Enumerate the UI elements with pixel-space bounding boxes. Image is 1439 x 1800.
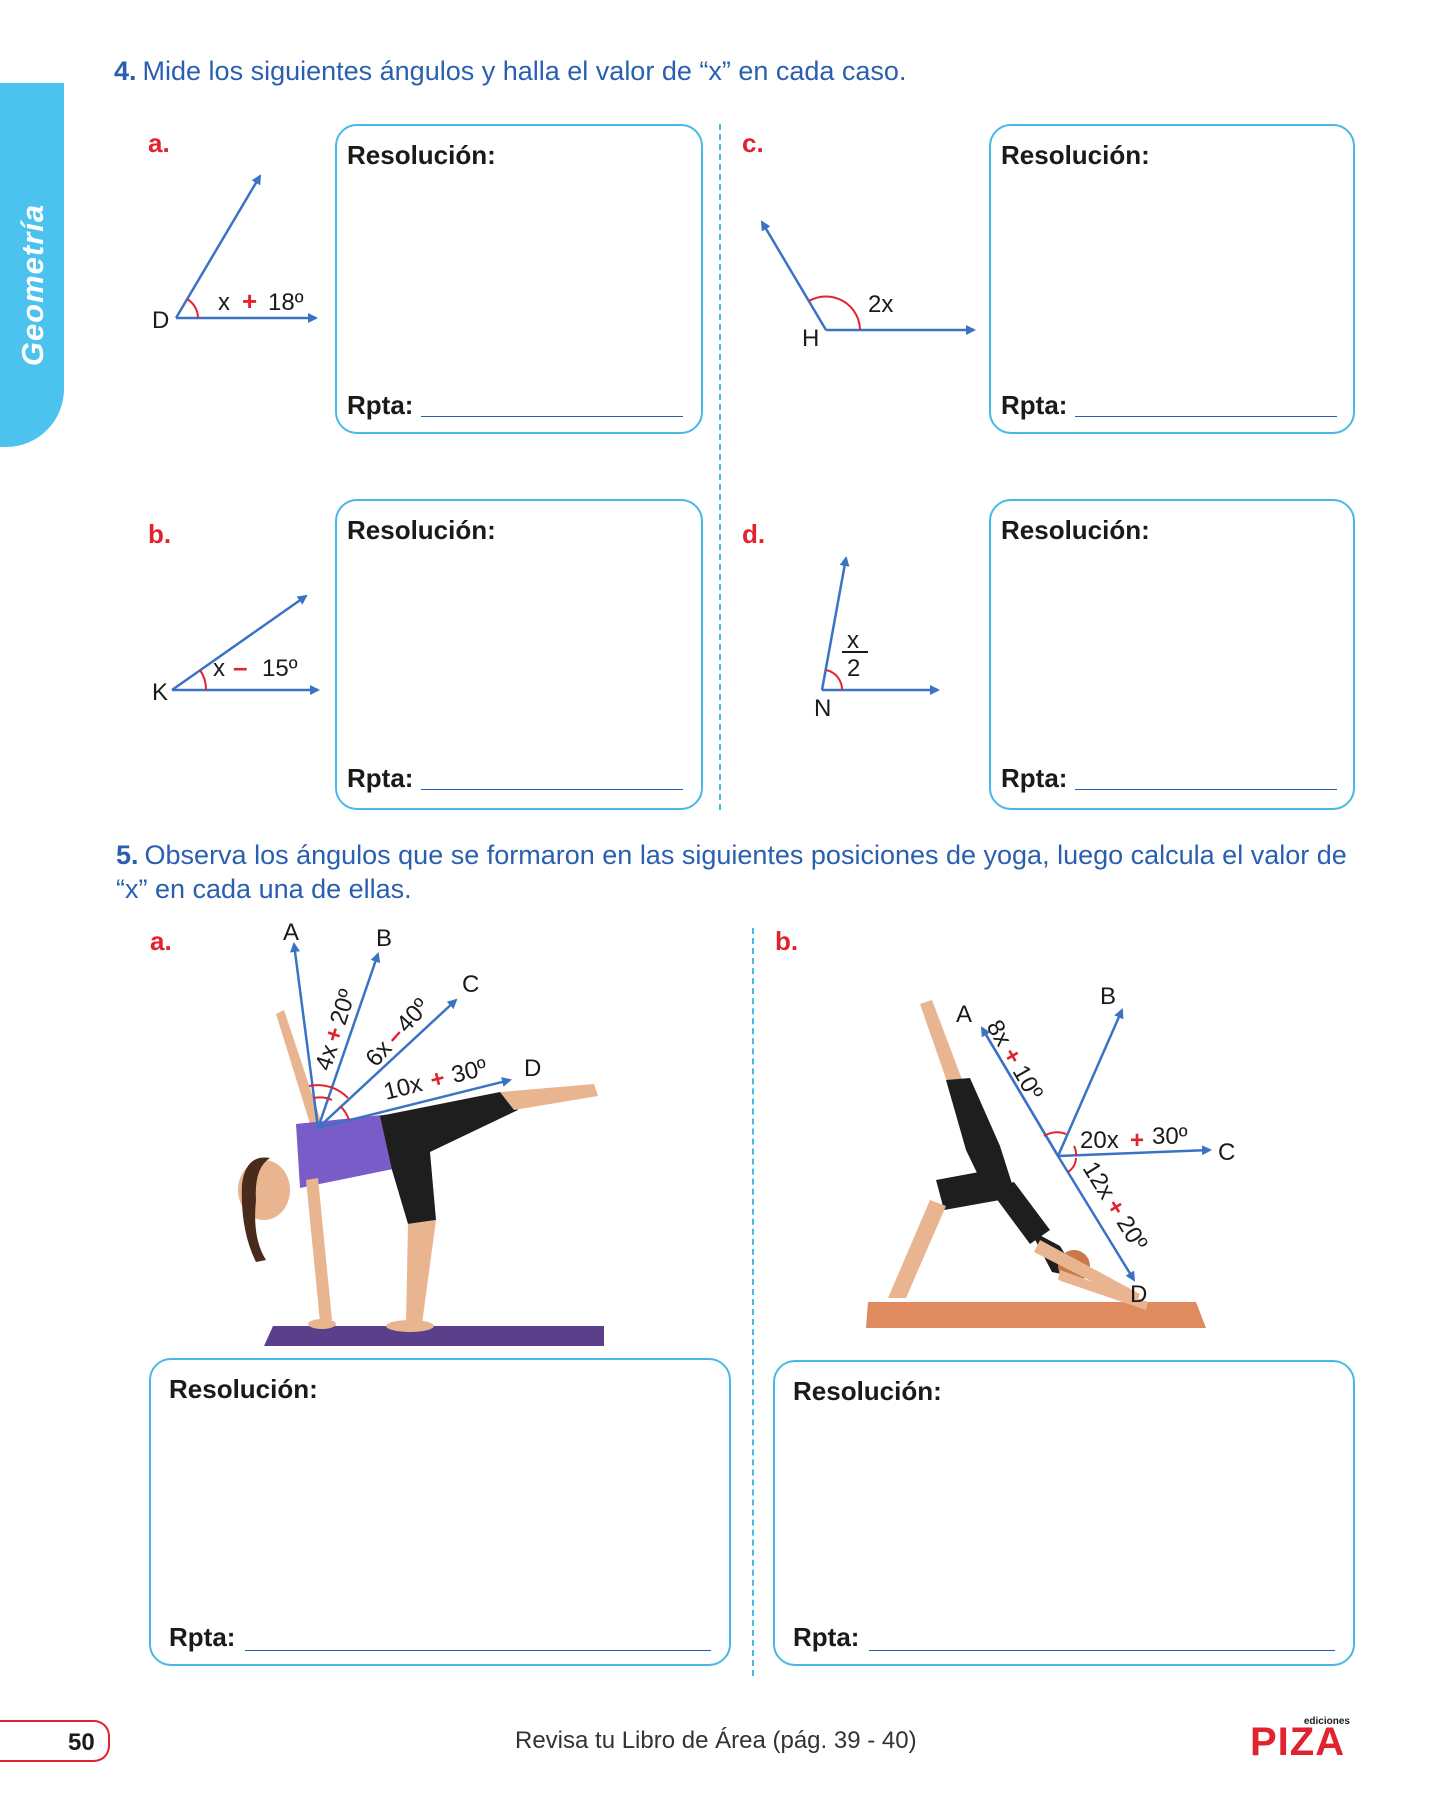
yoga-b-label-A: A	[956, 1001, 972, 1028]
answer-line[interactable]	[869, 1650, 1335, 1651]
angle-h-expr: 2x	[868, 291, 893, 318]
yoga-b-angle2-right: 30º	[1152, 1123, 1188, 1150]
yoga-b-label-B: B	[1100, 983, 1116, 1010]
angle-n-denominator: 2	[847, 655, 860, 682]
item-a-letter: a.	[148, 128, 170, 158]
yoga-a-label-B: B	[376, 925, 392, 952]
publisher-logo: ediciones PIZA	[1250, 1716, 1350, 1766]
angle-d-op: +	[242, 286, 257, 316]
answer-box-a[interactable]: Resolución: Rpta:	[335, 124, 703, 434]
yoga-a-label-C: C	[462, 971, 479, 998]
vertex-d-label: D	[152, 307, 169, 334]
item-b-letter: b.	[148, 519, 172, 549]
answer-label: Rpta:	[169, 1622, 236, 1652]
yoga-a-letter: a.	[150, 926, 172, 956]
answer-line[interactable]	[245, 1650, 711, 1651]
angle-n-numerator: x	[847, 627, 859, 654]
angle-d-diagram: D x + 18º	[152, 174, 318, 334]
answer-label: Rpta:	[1001, 763, 1068, 793]
resolution-label: Resolución:	[1001, 515, 1150, 545]
answer-box-d[interactable]: Resolución: Rpta:	[989, 499, 1355, 810]
question-4-heading: 4. Mide los siguientes ángulos y halla el…	[114, 54, 906, 88]
answer-line[interactable]	[1075, 416, 1337, 417]
resolution-label: Resolución:	[169, 1374, 318, 1404]
answer-box-b[interactable]: Resolución: Rpta:	[335, 499, 703, 810]
answer-label: Rpta:	[347, 390, 414, 420]
item-c-letter: c.	[742, 128, 764, 158]
yoga-a-label-D: D	[524, 1055, 541, 1082]
side-tab	[0, 83, 64, 447]
yoga-a-label-A: A	[283, 919, 299, 946]
yoga-mat-orange	[866, 1302, 1206, 1328]
angle-d-value: 18º	[268, 289, 304, 316]
yoga-a-angle3-left: 10x	[381, 1070, 425, 1106]
answer-line[interactable]	[1075, 789, 1337, 790]
resolution-label: Resolución:	[1001, 140, 1150, 170]
divider-q5	[752, 928, 754, 1676]
angle-k-value: 15º	[262, 655, 298, 682]
angle-d-x: x	[218, 289, 230, 316]
angle-k-diagram: K x – 15º	[152, 594, 320, 706]
yoga-a-angle3-right: 30º	[449, 1054, 490, 1089]
angle-k-x: x	[213, 655, 225, 682]
item-d-letter: d.	[742, 519, 766, 549]
yoga-b-angle2-left: 20x	[1080, 1127, 1119, 1154]
q4-diagrams: D x + 18º K x – 15º H 2x N x 2	[152, 174, 976, 722]
yoga-mat-purple	[264, 1326, 604, 1346]
divider-q4	[719, 124, 721, 810]
page-number: 50	[68, 1729, 95, 1756]
q5-diagrams: A B C D 4x + 20º 6x – 40º 10x + 30º	[238, 919, 1235, 1346]
yoga-a-angle3-op: +	[427, 1065, 447, 1095]
answer-box-c[interactable]: Resolución: Rpta:	[989, 124, 1355, 434]
vertex-k-label: K	[152, 679, 168, 706]
yoga-b-angle3-right: 20º	[1111, 1211, 1153, 1256]
angle-n-diagram: N x 2	[814, 556, 940, 722]
yoga-a-angle1-right: 20º	[325, 986, 362, 1028]
angle-h-diagram: H 2x	[760, 220, 976, 352]
angle-k-op: –	[233, 652, 247, 682]
question-5-text: Observa los ángulos que se formaron en l…	[116, 840, 1347, 904]
yoga-b-angle1-left: 8x	[981, 1016, 1017, 1051]
yoga-b-figure	[866, 1000, 1206, 1328]
yoga-b-angle1-right: 10º	[1007, 1061, 1048, 1105]
question-5-heading: 5. Observa los ángulos que se formaron en…	[116, 838, 1356, 906]
question-4-text: Mide los siguientes ángulos y halla el v…	[142, 56, 907, 86]
answer-label: Rpta:	[793, 1622, 860, 1652]
yoga-b-angle2-op: +	[1130, 1127, 1144, 1154]
resolution-label: Resolución:	[347, 140, 496, 170]
resolution-label: Resolución:	[347, 515, 496, 545]
answer-line[interactable]	[421, 416, 683, 417]
logo-text: PIZA	[1250, 1720, 1346, 1764]
page-number-box	[0, 1720, 110, 1762]
answer-label: Rpta:	[1001, 390, 1068, 420]
answer-box-yoga-b[interactable]: Resolución: Rpta:	[773, 1360, 1355, 1666]
yoga-b-letter: b.	[775, 926, 799, 956]
yoga-b-label-D: D	[1130, 1281, 1147, 1308]
question-4-number: 4.	[114, 56, 137, 86]
logo-small-text: ediciones	[1303, 1716, 1350, 1727]
question-5-number: 5.	[116, 840, 139, 870]
footer-reference: Revisa tu Libro de Área (pág. 39 - 40)	[515, 1727, 917, 1754]
vertex-h-label: H	[802, 325, 819, 352]
yoga-a-figure	[238, 1010, 604, 1346]
resolution-label: Resolución:	[793, 1376, 942, 1406]
answer-box-yoga-a[interactable]: Resolución: Rpta:	[149, 1358, 731, 1666]
yoga-b-label-C: C	[1218, 1139, 1235, 1166]
answer-label: Rpta:	[347, 763, 414, 793]
vertex-n-label: N	[814, 695, 831, 722]
answer-line[interactable]	[421, 789, 683, 790]
